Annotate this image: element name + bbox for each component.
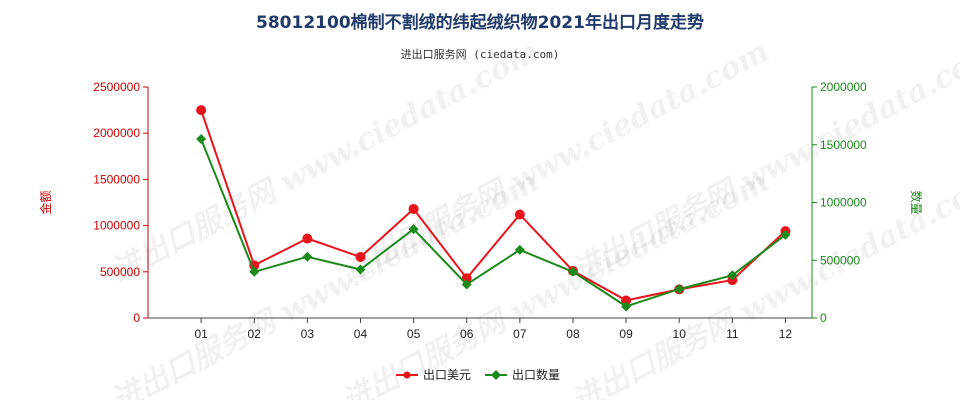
series-2-point-12[interactable] — [780, 229, 791, 240]
x-tick-label: 06 — [460, 327, 474, 341]
chart-subtitle: 进出口服务网 (ciedata.com) — [401, 47, 560, 61]
series-1-point-09[interactable] — [621, 295, 632, 306]
series-2-point-08[interactable] — [567, 266, 578, 277]
left-tick-label: 1000000 — [93, 219, 140, 233]
left-tick-label: 0 — [133, 311, 140, 325]
series-2-point-03[interactable] — [302, 251, 313, 262]
left-tick-label: 2000000 — [93, 126, 140, 140]
series-2-point-07[interactable] — [514, 244, 525, 255]
left-axis-ticks: 0 500000 1000000 1500000 2000000 2500000 — [93, 80, 148, 325]
series-2-point-04[interactable] — [355, 264, 366, 275]
x-tick-label: 01 — [194, 327, 208, 341]
series-2-point-05[interactable] — [408, 224, 419, 235]
series-layer — [196, 105, 791, 312]
legend-marker-series2 — [491, 370, 501, 380]
right-axis-title: 数量 — [909, 190, 924, 214]
right-tick-label: 1000000 — [820, 196, 867, 210]
right-tick-label: 500000 — [820, 253, 860, 267]
series-1-point-05[interactable] — [408, 203, 419, 214]
x-tick-label: 09 — [619, 327, 633, 341]
left-tick-label: 500000 — [100, 265, 140, 279]
series-1-point-04[interactable] — [355, 252, 366, 263]
x-tick-label: 03 — [301, 327, 315, 341]
x-tick-label: 10 — [673, 327, 687, 341]
series-2-point-01[interactable] — [196, 133, 207, 144]
x-axis-ticks: 01 02 03 04 05 06 07 08 09 10 11 12 — [194, 318, 792, 341]
legend-item-series2[interactable]: 出口数量 — [485, 367, 560, 382]
right-tick-label: 2000000 — [820, 80, 867, 94]
series-line-2 — [200, 138, 787, 308]
right-tick-label: 1500000 — [820, 138, 867, 152]
x-tick-label: 02 — [248, 327, 262, 341]
series-1-point-01[interactable] — [196, 105, 207, 116]
x-tick-label: 11 — [726, 327, 739, 341]
legend-label-series2: 出口数量 — [512, 367, 560, 382]
watermark-text-1: 进出口服务网 www.ciedata.com — [106, 34, 545, 289]
x-tick-label: 04 — [354, 327, 368, 341]
right-axis-ticks: 0 500000 1000000 1500000 2000000 — [812, 80, 867, 325]
right-tick-label: 0 — [820, 311, 827, 325]
series-2-point-02[interactable] — [249, 266, 260, 277]
watermark-text-4: 进出口服务网 www.ciedata.com — [106, 164, 545, 400]
legend-label-series1: 出口美元 — [423, 368, 471, 382]
legend-item-series1[interactable]: 出口美元 — [396, 368, 471, 382]
x-tick-label: 12 — [779, 327, 793, 341]
legend-marker-series1 — [403, 371, 411, 379]
series-2-point-11[interactable] — [727, 270, 738, 281]
series-1-point-03[interactable] — [302, 233, 313, 244]
series-line-1 — [200, 109, 787, 302]
left-axis-title: 金额 — [38, 190, 53, 214]
legend: 出口美元 出口数量 — [396, 367, 560, 382]
series-2-point-06[interactable] — [461, 279, 472, 290]
series-2-point-10[interactable] — [674, 284, 685, 295]
x-tick-label: 07 — [513, 327, 527, 341]
left-tick-label: 2500000 — [93, 80, 140, 94]
series-2-point-09[interactable] — [621, 301, 632, 312]
series-1-point-07[interactable] — [514, 209, 525, 220]
x-tick-label: 05 — [407, 327, 421, 341]
chart-title: 58012100棉制不割绒的纬起绒织物2021年出口月度走势 — [256, 12, 704, 33]
x-tick-label: 08 — [566, 327, 580, 341]
left-tick-label: 1500000 — [93, 172, 140, 186]
